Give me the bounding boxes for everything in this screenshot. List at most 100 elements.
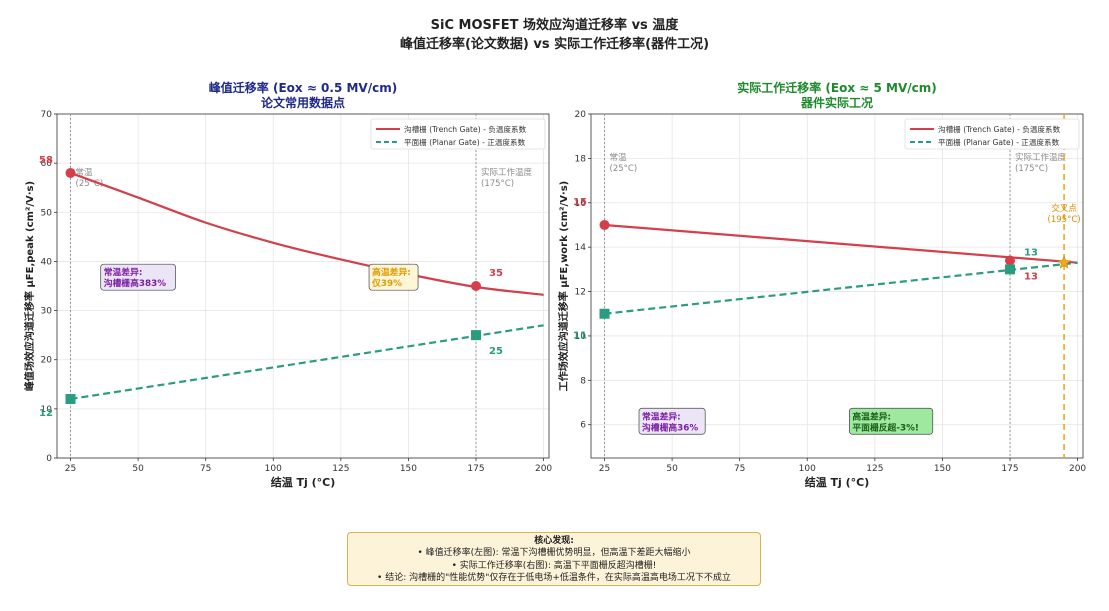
annotation-box <box>368 263 419 291</box>
legend-box <box>370 118 546 150</box>
crossover-star-icon <box>1057 255 1072 269</box>
reference-line-label: (175°C) <box>1015 164 1048 174</box>
chart-title: 峰值迁移率 (Eox ≈ 0.5 MV/cm) <box>209 80 397 95</box>
data-label: 35 <box>489 268 503 279</box>
x-tick-label: 50 <box>666 464 678 474</box>
y-tick-label: 20 <box>575 110 587 120</box>
x-tick-label: 200 <box>1069 464 1086 474</box>
series-line-trench <box>604 223 1078 264</box>
x-tick-label: 100 <box>799 464 816 474</box>
x-tick-label: 200 <box>535 464 552 474</box>
data-label: 15 <box>573 197 587 208</box>
annotation-text: 高温差异: <box>372 266 411 278</box>
legend-box <box>904 118 1080 150</box>
x-tick-label: 175 <box>467 464 484 474</box>
data-label: 58 <box>39 155 53 166</box>
axes-frame <box>590 113 1084 459</box>
data-point-trench <box>471 281 482 291</box>
annotation-text: 常温差异: <box>642 410 681 422</box>
key-findings-title: 核心发现: <box>534 536 574 546</box>
data-point-trench <box>1005 255 1016 266</box>
reference-line-label: (25°C) <box>610 164 638 174</box>
crossover-label: (195°C) <box>1048 215 1081 225</box>
series-line-planar <box>604 261 1078 315</box>
y-tick-label: 70 <box>41 110 53 120</box>
key-finding-3: • 结论: 沟槽栅的"性能优势"仅存在于低电场+低温条件，在实际高温高电场工况下… <box>377 572 731 583</box>
data-label: 12 <box>39 408 53 419</box>
x-tick-label: 50 <box>132 464 144 474</box>
x-tick-label: 100 <box>265 464 282 474</box>
reference-line-label: 实际工作温度 <box>1015 152 1067 163</box>
annotation-box <box>638 407 706 435</box>
annotation-text: 沟槽栅高383% <box>104 277 167 289</box>
reference-line-label: (25°C) <box>76 179 104 189</box>
figure-title-line2: 峰值迁移率(论文数据) vs 实际工作迁移率(器件工况) <box>399 37 710 52</box>
y-tick-label: 0 <box>46 454 52 464</box>
data-point-trench <box>599 219 610 230</box>
x-axis-label: 结温 Tj (°C) <box>270 475 336 489</box>
chart-subtitle: 器件实际工况 <box>800 95 873 110</box>
annotation-text: 仅39% <box>371 277 402 289</box>
annotation-text: 平面栅反超-3%! <box>852 421 919 433</box>
y-axis-label: 峰值场效应沟道迁移率 μFE,peak (cm²/V·s) <box>23 181 36 391</box>
y-tick-label: 50 <box>41 208 53 218</box>
reference-line-label: 实际工作温度 <box>481 167 533 178</box>
y-tick-label: 60 <box>41 159 53 169</box>
annotation-text: 高温差异: <box>852 410 891 422</box>
data-point-planar <box>1005 264 1016 275</box>
legend-label: 平面栅 (Planar Gate) - 正温度系数 <box>404 137 526 147</box>
reference-line-label: 常温 <box>610 152 628 163</box>
x-tick-label: 150 <box>934 464 951 474</box>
plot-area <box>591 114 1083 458</box>
y-tick-label: 18 <box>575 154 587 164</box>
key-findings-box: 核心发现: • 峰值迁移率(左图): 常温下沟槽栅优势明显，但高温下差距大幅缩小… <box>347 532 761 586</box>
annotation-box <box>849 407 934 435</box>
annotation-box <box>100 263 176 291</box>
x-tick-label: 25 <box>599 464 610 474</box>
y-tick-label: 6 <box>580 421 586 431</box>
data-label: 11 <box>573 331 587 342</box>
x-tick-label: 25 <box>65 464 76 474</box>
data-point-planar <box>471 330 482 341</box>
data-label: 25 <box>489 346 503 357</box>
data-point-planar <box>599 308 610 319</box>
x-axis-label: 结温 Tj (°C) <box>804 475 870 489</box>
key-finding-1: • 峰值迁移率(左图): 常温下沟槽栅优势明显，但高温下差距大幅缩小 <box>417 548 691 559</box>
axes-frame <box>56 113 550 459</box>
y-tick-label: 10 <box>41 405 53 415</box>
series-line-planar <box>70 324 544 401</box>
y-tick-label: 20 <box>41 356 53 366</box>
key-finding-2: • 实际工作迁移率(右图): 高温下平面栅反超沟槽栅! <box>451 560 657 571</box>
figure-title-line1: SiC MOSFET 场效应沟道迁移率 vs 温度 <box>430 18 679 33</box>
chart-panel-2: 25 50 75 100 125 150 175 200 6 8 10 12 14 16 18 20 实际工作迁… <box>557 80 1086 489</box>
x-tick-label: 175 <box>1001 464 1018 474</box>
y-tick-label: 14 <box>575 243 587 253</box>
data-point-planar <box>65 394 76 405</box>
y-tick-label: 40 <box>41 257 53 267</box>
annotation-text: 常温差异: <box>104 266 143 278</box>
x-tick-label: 150 <box>400 464 417 474</box>
x-tick-label: 75 <box>200 464 211 474</box>
y-tick-label: 30 <box>41 307 53 317</box>
crossover-label: 交叉点 <box>1051 203 1077 214</box>
y-tick-label: 12 <box>575 288 586 298</box>
series-line-trench <box>70 171 544 296</box>
y-axis-label: 工作场效应沟道迁移率 μFE,work (cm²/V·s) <box>557 181 570 391</box>
reference-line-label: (175°C) <box>481 179 514 189</box>
chart-panel-1: 25 50 75 100 125 150 175 200 0 10 20 30 40 50 60 70 峰值迁移… <box>23 80 552 489</box>
x-tick-label: 125 <box>866 464 883 474</box>
data-label: 13 <box>1024 271 1038 282</box>
x-tick-label: 125 <box>332 464 349 474</box>
chart-title: 实际工作迁移率 (Eox ≈ 5 MV/cm) <box>737 80 937 95</box>
legend-label: 沟槽栅 (Trench Gate) - 负温度系数 <box>938 124 1061 134</box>
annotation-text: 沟槽栅高36% <box>642 421 698 433</box>
y-tick-label: 8 <box>580 376 586 386</box>
reference-line-label: 常温 <box>76 167 94 178</box>
chart-subtitle: 论文常用数据点 <box>261 95 345 110</box>
y-tick-label: 16 <box>575 199 587 209</box>
legend-label: 沟槽栅 (Trench Gate) - 负温度系数 <box>404 124 527 134</box>
data-point-trench <box>65 167 76 178</box>
legend-label: 平面栅 (Planar Gate) - 正温度系数 <box>938 137 1060 147</box>
y-tick-label: 10 <box>575 332 587 342</box>
